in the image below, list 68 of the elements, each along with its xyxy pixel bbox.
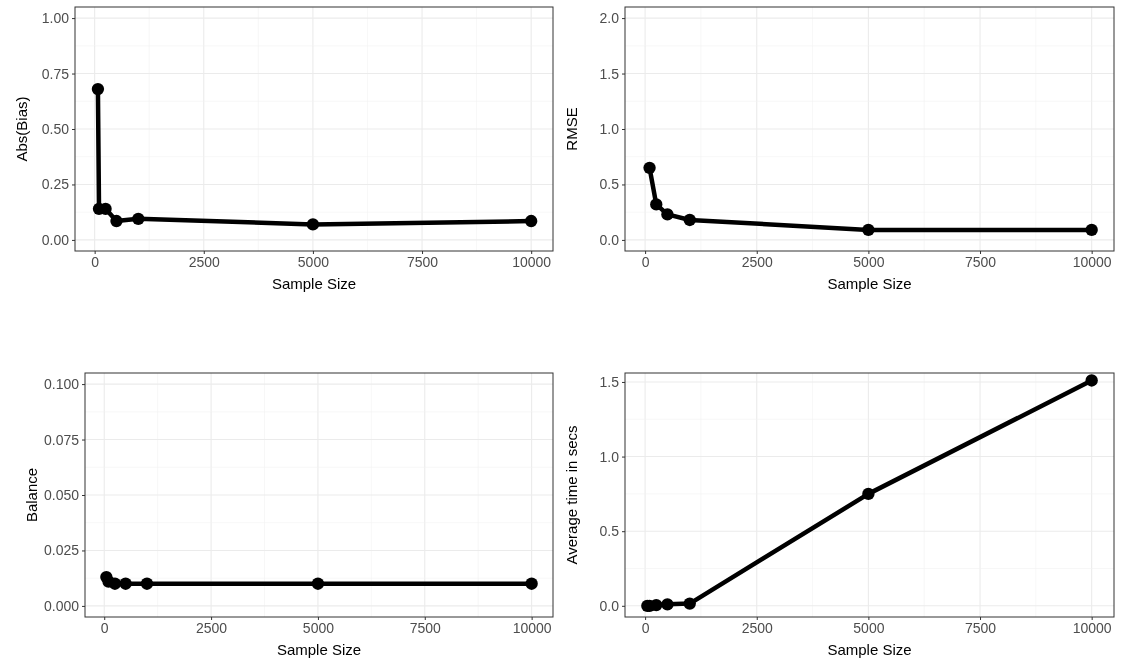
- y-tick-label: 1.0: [599, 448, 620, 465]
- y-axis-title: Balance: [23, 467, 40, 523]
- x-axis-title: Sample Size: [827, 275, 912, 292]
- x-tick-label: 10000: [1072, 253, 1112, 270]
- point: [91, 82, 105, 96]
- x-tick-label: 5000: [853, 253, 885, 270]
- x-axis-title: Sample Size: [827, 641, 912, 658]
- x-tick-label: 10000: [512, 619, 552, 636]
- y-tick-label: 0.50: [41, 120, 70, 137]
- x-tick-label: 2500: [196, 619, 228, 636]
- y-tick-label: 1.5: [599, 65, 620, 82]
- y-tick-label: 0.5: [599, 176, 620, 193]
- point: [661, 598, 674, 611]
- x-tick-label: 2500: [188, 253, 221, 270]
- point: [311, 577, 325, 590]
- point: [661, 208, 674, 221]
- y-tick-label: 0.0: [599, 597, 620, 614]
- x-tick-label: 5000: [302, 619, 335, 636]
- y-tick-label: 0.25: [41, 176, 70, 193]
- point: [525, 577, 538, 590]
- point: [108, 577, 122, 590]
- point: [140, 577, 154, 590]
- x-tick-label: 0: [641, 619, 650, 636]
- point: [524, 214, 538, 228]
- x-tick-label: 7500: [964, 619, 997, 636]
- point: [683, 597, 696, 610]
- point: [683, 213, 696, 227]
- point: [119, 577, 132, 590]
- x-tick-label: 0: [100, 619, 109, 636]
- point: [650, 198, 663, 211]
- x-tick-label: 0: [91, 253, 100, 270]
- x-tick-label: 5000: [853, 619, 885, 636]
- y-axis-title: Abs(Bias): [13, 96, 30, 162]
- x-tick-label: 7500: [964, 253, 997, 270]
- y-tick-label: 0.00: [41, 231, 70, 248]
- point: [1085, 223, 1098, 237]
- y-tick-label: 0.025: [43, 542, 80, 559]
- x-tick-label: 5000: [297, 253, 330, 270]
- y-axis-title: Average time in secs: [563, 425, 580, 565]
- x-tick-label: 7500: [406, 253, 439, 270]
- x-tick-label: 10000: [512, 253, 552, 270]
- x-tick-label: 2500: [741, 253, 774, 270]
- x-tick-label: 7500: [409, 619, 442, 636]
- x-tick-label: 2500: [741, 619, 774, 636]
- x-axis-title: Sample Size: [276, 641, 362, 658]
- point: [862, 223, 875, 237]
- y-tick-label: 0.0: [599, 231, 620, 248]
- point: [1085, 374, 1098, 387]
- x-axis-title: Sample Size: [271, 275, 357, 292]
- y-tick-label: 2.0: [599, 10, 620, 27]
- point: [132, 212, 145, 225]
- y-tick-label: 0.000: [43, 597, 80, 614]
- y-tick-label: 0.5: [599, 523, 620, 540]
- x-tick-label: 0: [641, 253, 650, 270]
- y-tick-label: 1.5: [599, 373, 620, 390]
- y-tick-label: 0.100: [43, 376, 80, 393]
- y-tick-label: 0.75: [41, 65, 70, 82]
- x-tick-label: 10000: [1072, 619, 1112, 636]
- point: [643, 161, 656, 174]
- y-tick-label: 1.0: [599, 120, 620, 137]
- y-tick-label: 1.00: [41, 10, 70, 27]
- point: [650, 598, 663, 612]
- y-tick-label: 0.075: [43, 431, 80, 448]
- point: [110, 214, 123, 228]
- point: [306, 218, 320, 231]
- y-tick-label: 0.050: [43, 486, 80, 503]
- y-axis-title: RMSE: [563, 107, 580, 151]
- point: [862, 487, 875, 501]
